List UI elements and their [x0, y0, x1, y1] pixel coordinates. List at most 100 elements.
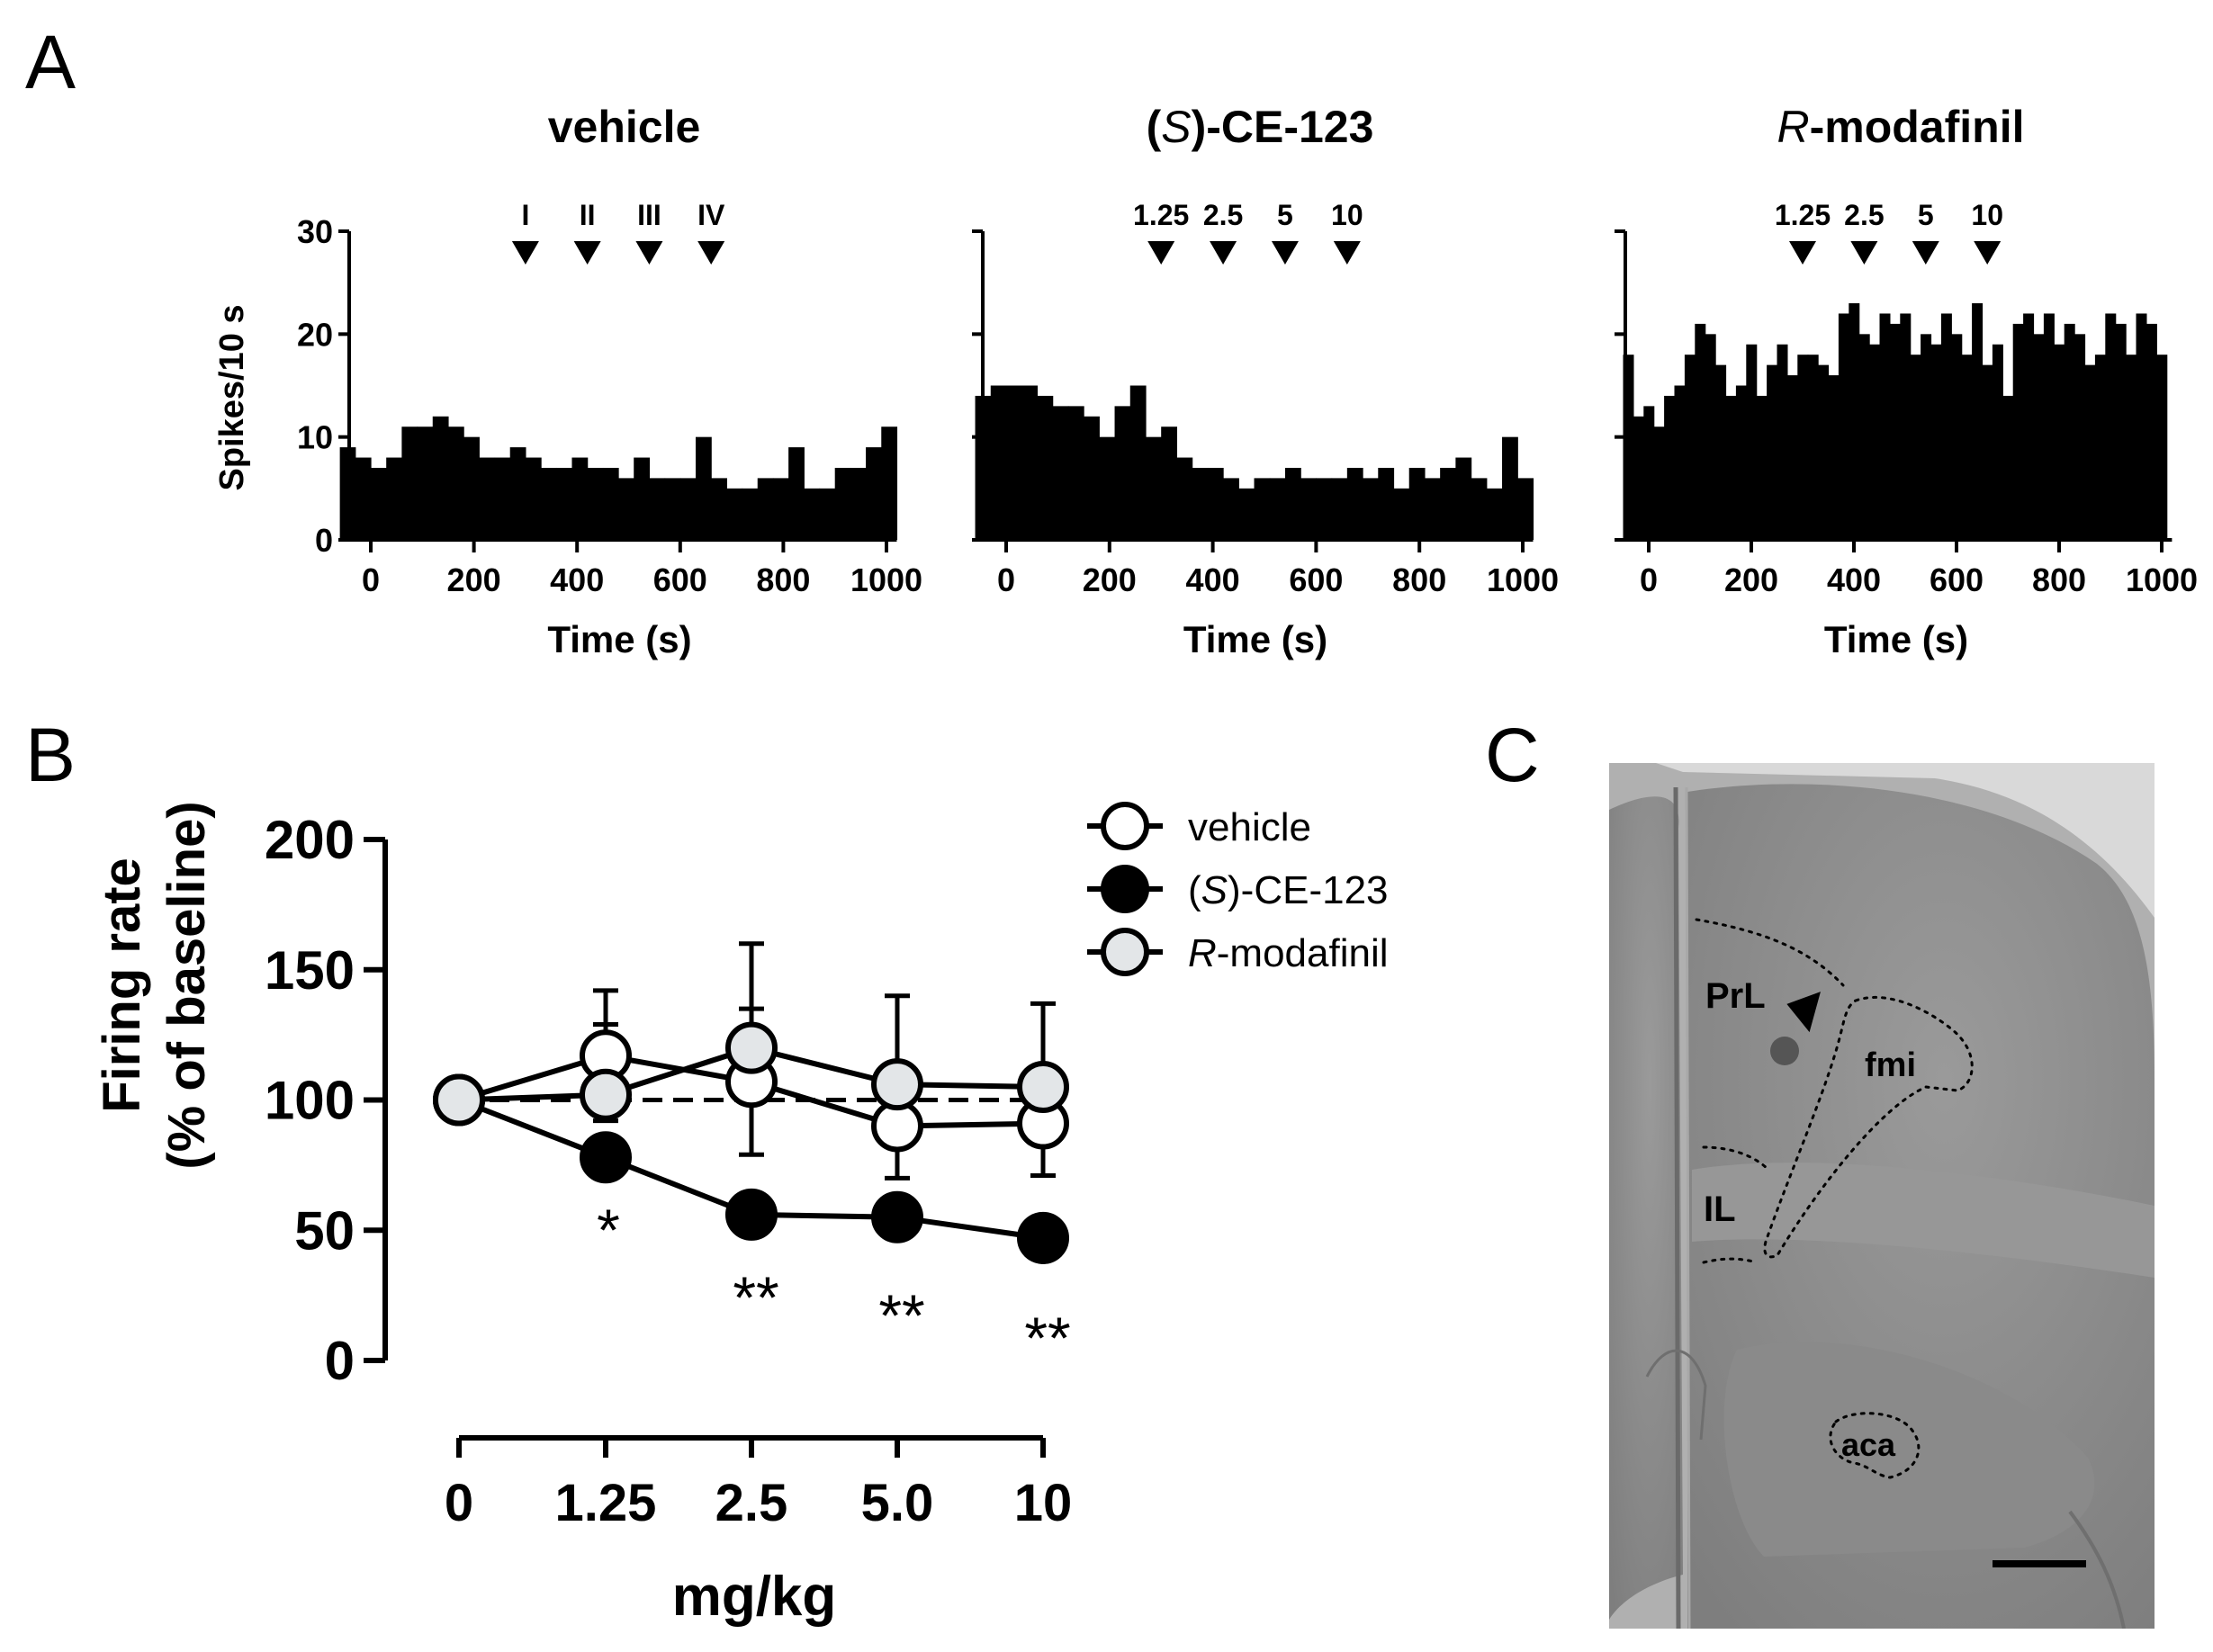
region-label-aca: aca [1841, 1426, 1896, 1463]
histogram-bar [1735, 385, 1747, 540]
injection-arrow-icon [1789, 241, 1816, 265]
histogram-bar [1858, 334, 1870, 540]
histogram-bar [788, 447, 805, 540]
histogram-bar [2033, 334, 2045, 540]
data-point [580, 1131, 632, 1184]
x-tick-label: 400 [1827, 561, 1881, 598]
histogram-bar [1818, 364, 1830, 540]
histogram-bar [1021, 385, 1039, 540]
histogram-bar [1684, 355, 1696, 540]
histogram-bar [1424, 478, 1441, 540]
injection-arrow-icon [1850, 241, 1878, 265]
histogram-bar [417, 426, 434, 540]
histogram-bar [866, 447, 882, 540]
histogram-bar [1940, 313, 1952, 540]
histogram-bar [479, 457, 496, 540]
histogram-bar [2156, 355, 2168, 540]
data-point [1017, 1211, 1069, 1264]
histogram-bar [850, 467, 867, 540]
panel-a-y-axis-label: Spikes/10 s [213, 304, 251, 490]
histogram-bar [1161, 426, 1178, 540]
histogram-bar [1900, 313, 1912, 540]
histogram-bar [1961, 355, 1973, 540]
significance-mark: ** [733, 1264, 778, 1331]
x-tick-label: 1000 [850, 561, 922, 598]
histogram-bar [990, 385, 1007, 540]
histogram-bar [509, 447, 526, 540]
histogram-bar [355, 457, 372, 540]
histogram-bar [1331, 478, 1348, 540]
injection-label: I [521, 199, 529, 231]
histogram-bar [1715, 364, 1727, 540]
x-tick-label: 0 [445, 1474, 473, 1532]
histogram-bar [1664, 395, 1676, 540]
histogram-bar [1269, 478, 1286, 540]
histogram-title: vehicle [548, 102, 701, 152]
histogram-bar [1502, 436, 1518, 540]
data-point [871, 1190, 923, 1243]
panel-b-y-axis-label-line2: (% of baseline) [157, 801, 216, 1169]
x-tick-label: 0 [1640, 561, 1658, 598]
histogram-bar [1786, 375, 1798, 540]
injection-arrow-icon [1271, 241, 1299, 265]
histogram-bar [1992, 344, 2003, 540]
significance-mark: ** [878, 1282, 924, 1349]
x-tick-label: 5.0 [861, 1474, 934, 1532]
histogram-2: 0 200 400 600 800 1000 Time (s) (S)-CE-123 1.25 2… [972, 102, 1559, 660]
histogram-bar [742, 488, 759, 540]
histogram-bar [634, 457, 651, 540]
histogram-bar [1674, 385, 1686, 540]
histogram-bar [2094, 355, 2106, 540]
histogram-bar [711, 478, 727, 540]
x-tick-label: 800 [2032, 561, 2086, 598]
histogram-bar [1408, 467, 1426, 540]
histogram-bar [2043, 313, 2055, 540]
histogram-bar [447, 426, 464, 540]
legend-entry: (S)-CE-123 [1188, 868, 1389, 912]
histogram-bar [1828, 375, 1840, 540]
x-tick-label: 800 [756, 561, 810, 598]
histogram-bar [1889, 323, 1901, 540]
injection-label: 5 [1918, 199, 1934, 231]
histogram-bar [1378, 467, 1395, 540]
histogram-bar [1192, 467, 1209, 540]
injection-arrow-icon [1974, 241, 2002, 265]
injection-arrow-icon [635, 241, 663, 265]
injection-arrow-icon [1333, 241, 1361, 265]
histogram-bar [1869, 344, 1881, 540]
histogram-bar [772, 478, 789, 540]
injection-arrow-icon [1147, 241, 1175, 265]
y-tick-label: 50 [294, 1200, 355, 1261]
histogram-bar [1114, 406, 1131, 540]
histogram-bar [2023, 313, 2035, 540]
histogram-bar [649, 478, 666, 540]
x-tick-label: 400 [1186, 561, 1240, 598]
histogram-bar [1695, 323, 1706, 540]
histogram-bar [494, 457, 511, 540]
histogram-bar [664, 478, 681, 540]
y-tick-label: 0 [315, 522, 333, 559]
x-tick-label: 400 [550, 561, 604, 598]
legend-entry: vehicle [1188, 805, 1311, 849]
injection-arrow-icon [573, 241, 601, 265]
legend-entry: R-modafinil [1188, 931, 1389, 975]
histogram-bar [695, 436, 712, 540]
histogram-bar [1176, 457, 1193, 540]
histogram-bar [2084, 364, 2096, 540]
histogram-bar [2115, 323, 2127, 540]
data-point [580, 1068, 632, 1121]
histogram-bar [1921, 334, 1932, 540]
panel-letter-c: C [1485, 713, 1540, 797]
histogram-3: 0 200 400 600 800 1000 Time (s) R-modafinil 1.25… [1615, 102, 2198, 660]
panel-letter-b: B [25, 713, 76, 797]
histogram-bar [819, 488, 836, 540]
histogram-bar [1633, 416, 1644, 540]
histogram-title: (S)-CE-123 [1147, 102, 1374, 152]
panel-letter-a: A [25, 20, 76, 104]
panel-b-y-axis-label-line1: Firing rate [93, 857, 151, 1113]
histogram-bar [556, 467, 573, 540]
histogram-bar [1084, 416, 1100, 540]
histogram-bar [1849, 303, 1860, 540]
histogram-bar [2074, 334, 2086, 540]
